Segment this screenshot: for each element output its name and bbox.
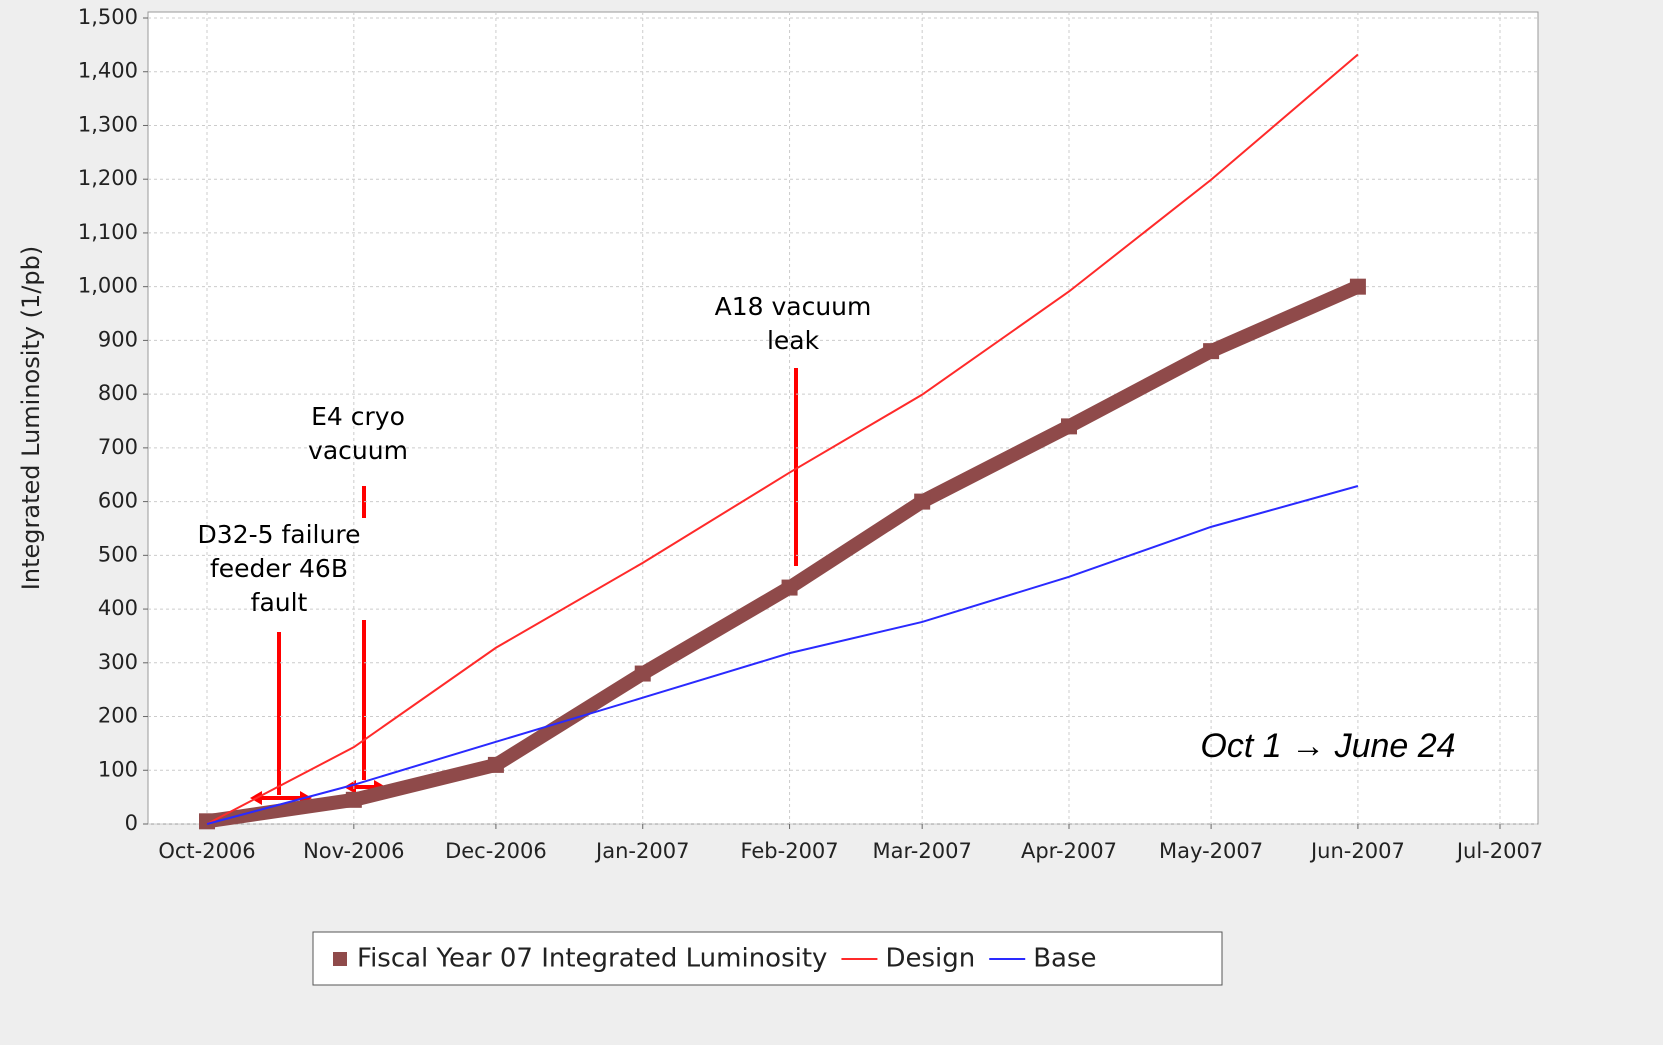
annotation-marks (250, 368, 798, 805)
legend-swatch (333, 952, 347, 966)
legend-label: Design (885, 944, 975, 974)
y-tick-label: 1,100 (78, 220, 138, 244)
y-tick-label: 500 (98, 542, 138, 566)
y-tick-label: 1,300 (78, 112, 138, 136)
x-tick-label: May-2007 (1159, 839, 1263, 863)
x-tick-label: Mar-2007 (873, 839, 972, 863)
annotation: fault (251, 588, 308, 617)
series-line (206, 53, 1359, 825)
point (781, 579, 798, 596)
point (914, 493, 931, 510)
y-tick-label: 0 (125, 811, 138, 835)
x-tick-label: Jun-2007 (1309, 839, 1405, 863)
y-tick-label: 1,000 (78, 274, 138, 298)
annotation: leak (767, 326, 820, 355)
y-tick-label: 1,400 (78, 59, 138, 83)
legend-label: Base (1033, 944, 1096, 974)
x-tick-label: Oct-2006 (158, 839, 255, 863)
x-tick-label: Feb-2007 (740, 839, 838, 863)
y-tick-label: 600 (98, 489, 138, 513)
y-tick-label: 700 (98, 435, 138, 459)
point (1349, 278, 1366, 295)
x-tick-label: Nov-2006 (303, 839, 404, 863)
x-tick-label: Dec-2006 (445, 839, 547, 863)
annotation: E4 cryo (311, 402, 405, 431)
y-tick-label: 400 (98, 596, 138, 620)
y-axis-label: Integrated Luminosity (1/pb) (17, 246, 45, 590)
y-tick-label: 1,200 (78, 166, 138, 190)
legend-label: Fiscal Year 07 Integrated Luminosity (357, 944, 827, 974)
point (487, 756, 504, 773)
plot-area (147, 11, 1539, 825)
annotation: feeder 46B (210, 554, 348, 583)
y-tick-label: 1,500 (78, 5, 138, 29)
series-line (206, 485, 1359, 825)
y-tick-label: 100 (98, 757, 138, 781)
x-tick-label: Jul-2007 (1455, 839, 1543, 863)
annotation: vacuum (308, 436, 408, 465)
y-tick-label: 200 (98, 704, 138, 728)
annotation: D32-5 failure (198, 520, 361, 549)
annotation: A18 vacuum (715, 292, 872, 321)
legend (312, 931, 1223, 986)
annotation: Oct 1 → June 24 (1200, 727, 1455, 765)
y-tick-label: 900 (98, 327, 138, 351)
point (634, 665, 651, 682)
point (1203, 343, 1220, 360)
y-tick-label: 300 (98, 650, 138, 674)
point (345, 791, 362, 808)
point (1061, 418, 1077, 435)
x-tick-label: Apr-2007 (1021, 839, 1117, 863)
y-tick-label: 800 (98, 381, 138, 405)
x-tick-label: Jan-2007 (594, 839, 689, 863)
point (199, 813, 215, 830)
